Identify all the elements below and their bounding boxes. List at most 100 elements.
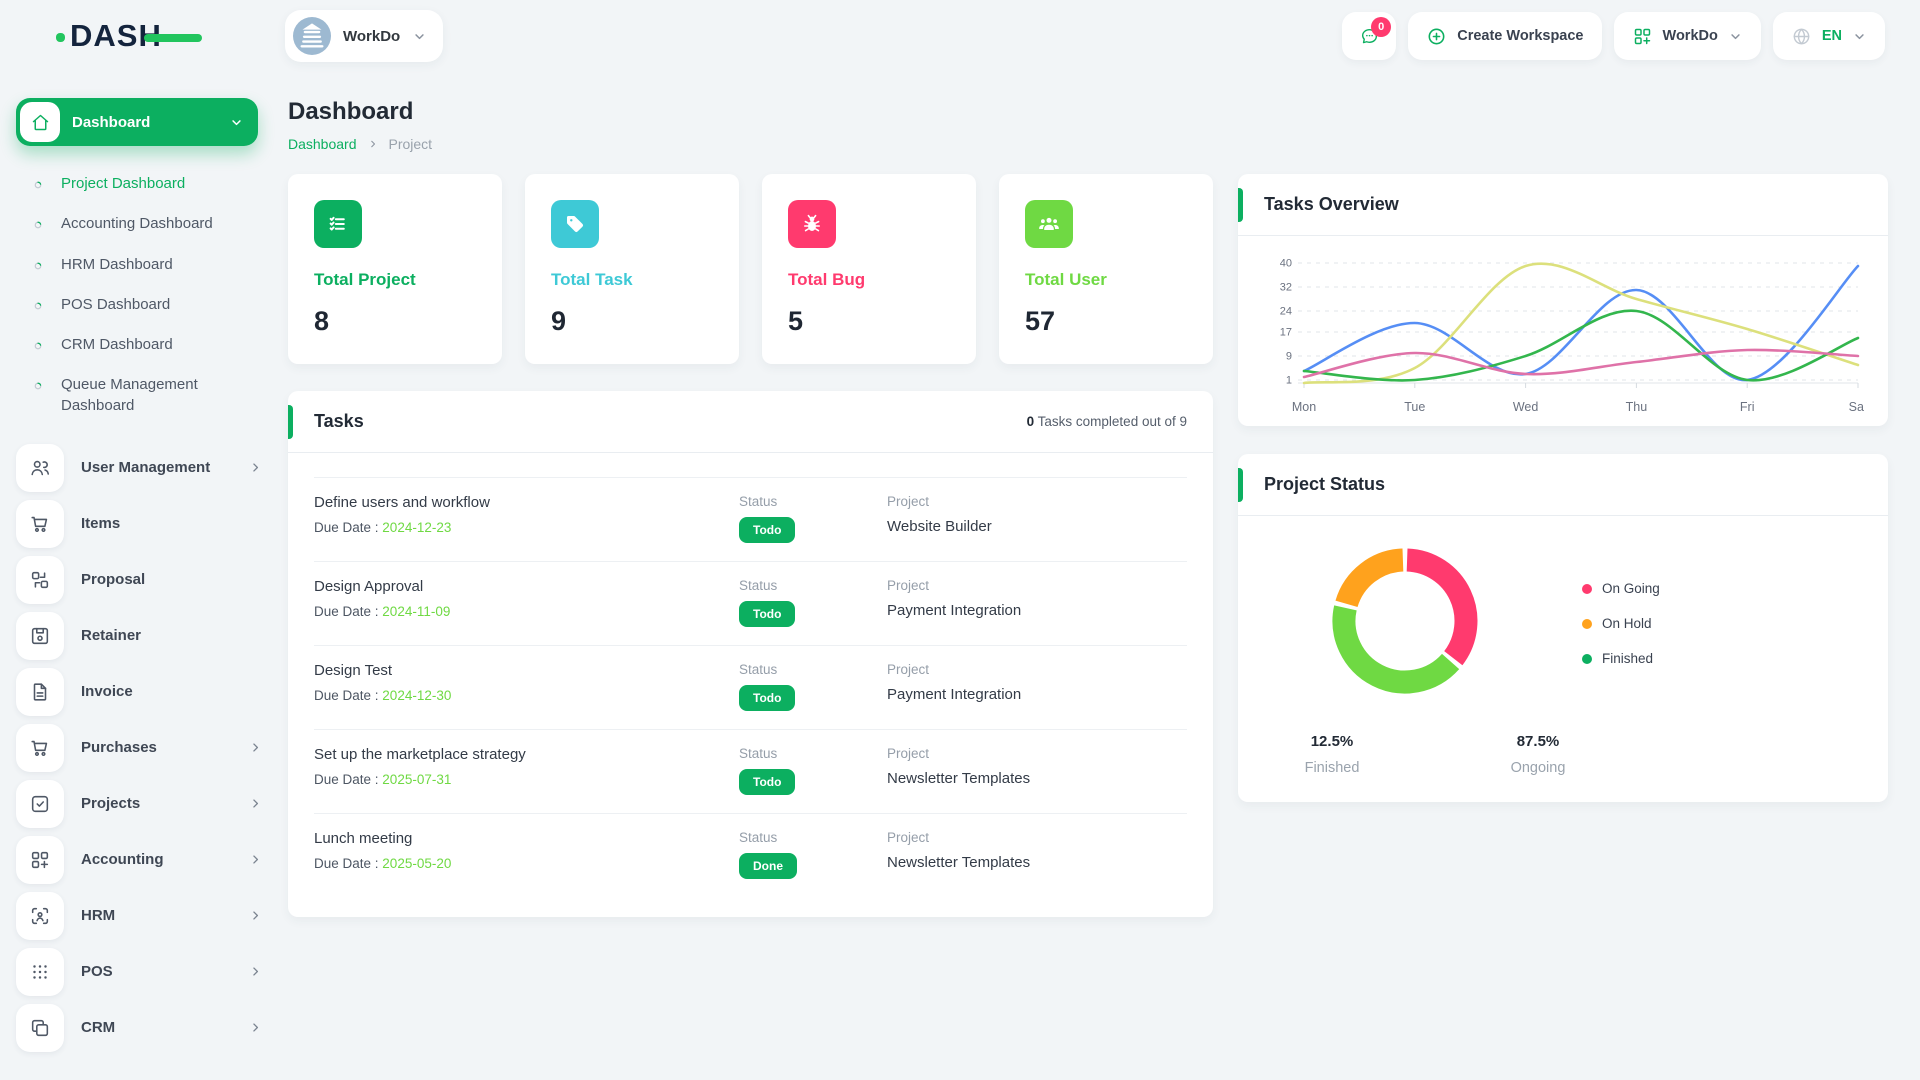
- workspace-name: WorkDo: [343, 27, 401, 45]
- chevron-down-icon: [1852, 29, 1867, 44]
- stat-value: 57: [1025, 306, 1056, 336]
- tasks-title: Tasks: [314, 411, 364, 431]
- accent-bar: [1238, 467, 1243, 502]
- svg-text:24: 24: [1280, 306, 1292, 318]
- project-status-legend: On Going On Hold Finished: [1582, 581, 1660, 666]
- sidebar-subitem-pos-dashboard[interactable]: POS Dashboard: [32, 285, 237, 325]
- sidebar-item-crm[interactable]: CRM: [16, 1003, 264, 1052]
- project-name[interactable]: Website Builder: [887, 518, 992, 535]
- workspace-menu-label: WorkDo: [1662, 28, 1718, 44]
- dots-grid-icon: [16, 947, 64, 996]
- table-row: Define users and workflow Due Date : 2024…: [314, 477, 1187, 561]
- topbar: DASH WorkDo 0 Create Workspace WorkDo EN: [0, 0, 1920, 72]
- sidebar-subitem-hrm-dashboard[interactable]: HRM Dashboard: [32, 245, 237, 285]
- task-due-date: Due Date : 2025-07-31: [314, 772, 452, 787]
- cart-icon: [16, 499, 64, 548]
- stat-card-total-bug: Total Bug 5: [762, 174, 976, 364]
- workspace-switcher[interactable]: WorkDo: [285, 10, 444, 62]
- sidebar-item-invoice[interactable]: Invoice: [16, 667, 264, 716]
- project-name[interactable]: Newsletter Templates: [887, 770, 1031, 787]
- tasks-overview-header: Tasks Overview: [1238, 174, 1888, 236]
- project-name[interactable]: Payment Integration: [887, 602, 1022, 619]
- task-title[interactable]: Set up the marketplace strategy: [314, 746, 526, 763]
- stat-value: 9: [551, 306, 567, 336]
- task-title[interactable]: Design Test: [314, 662, 393, 679]
- project-column-label: Project: [887, 830, 930, 845]
- language-label: EN: [1821, 28, 1842, 44]
- sidebar-item-pos[interactable]: POS: [16, 947, 264, 996]
- tag-icon: [551, 200, 599, 248]
- app-logo[interactable]: DASH: [56, 18, 202, 54]
- svg-text:1: 1: [1286, 375, 1292, 387]
- sidebar-subitem-project-dashboard[interactable]: Project Dashboard: [32, 164, 237, 204]
- svg-text:17: 17: [1280, 327, 1292, 339]
- line-series-pink: [1302, 348, 1860, 379]
- task-title[interactable]: Design Approval: [314, 578, 424, 595]
- svg-text:Mon: Mon: [1292, 400, 1316, 414]
- sidebar-item-projects[interactable]: Projects: [16, 779, 264, 828]
- status-column-label: Status: [739, 494, 778, 509]
- logo-area: DASH: [0, 18, 285, 54]
- breadcrumb-dashboard-link[interactable]: Dashboard: [288, 136, 357, 152]
- chevron-right-icon: [248, 796, 264, 811]
- sidebar-item-dashboard[interactable]: Dashboard: [16, 98, 258, 146]
- line-series-green: [1302, 309, 1860, 382]
- create-workspace-button[interactable]: Create Workspace: [1408, 12, 1602, 60]
- sidebar-subitem-accounting-dashboard[interactable]: Accounting Dashboard: [32, 204, 237, 244]
- stat-card-total-task: Total Task 9: [525, 174, 739, 364]
- table-row: Design Approval Due Date : 2024-11-09 Stat…: [314, 561, 1187, 645]
- bullet-icon: [32, 177, 44, 189]
- floppy-icon: [16, 611, 64, 660]
- sidebar-item-hrm[interactable]: HRM: [16, 891, 264, 940]
- project-name[interactable]: Newsletter Templates: [887, 854, 1031, 871]
- language-selector[interactable]: EN: [1772, 12, 1885, 60]
- status-column-label: Status: [739, 830, 778, 845]
- ongoing-label: Ongoing: [1510, 760, 1566, 776]
- sidebar-item-proposal[interactable]: Proposal: [16, 555, 264, 604]
- sidebar-item-items[interactable]: Items: [16, 499, 264, 548]
- stat-card-total-project: Total Project 8: [288, 174, 502, 364]
- stat-label: Total Bug: [788, 270, 866, 289]
- task-title[interactable]: Lunch meeting: [314, 830, 413, 847]
- tasks-overview-chart: 1 9 17 24 32 40 Mon Tue Wed Thu Fri Sat: [1238, 236, 1888, 425]
- accent-bar: [288, 404, 293, 439]
- svg-text:Fri: Fri: [1740, 400, 1755, 414]
- topbar-actions: 0 Create Workspace WorkDo EN: [1342, 12, 1885, 60]
- sidebar: Dashboard Project Dashboard Accounting Da…: [0, 72, 285, 1052]
- sidebar-subitem-queue-management-dashboard[interactable]: Queue Management Dashboard: [32, 365, 237, 426]
- line-series-blue: [1302, 264, 1860, 382]
- task-title[interactable]: Define users and workflow: [314, 494, 490, 511]
- bullet-icon: [32, 298, 44, 310]
- stat-label: Total Project: [314, 270, 416, 289]
- sidebar-item-user-management[interactable]: User Management: [16, 443, 264, 492]
- logo-dot: [56, 33, 65, 42]
- svg-text:Tue: Tue: [1404, 400, 1425, 414]
- create-workspace-label: Create Workspace: [1457, 28, 1584, 44]
- globe-icon: [1791, 26, 1812, 47]
- messages-badge: 0: [1371, 17, 1392, 37]
- bullet-icon: [32, 217, 44, 229]
- project-column-label: Project: [887, 578, 930, 593]
- project-name[interactable]: Payment Integration: [887, 686, 1022, 703]
- chevron-right-icon: [367, 138, 379, 150]
- sidebar-item-accounting[interactable]: Accounting: [16, 835, 264, 884]
- checklist-icon: [314, 200, 362, 248]
- tasks-card: Tasks 0 Tasks completed out of 9 Define …: [288, 391, 1213, 917]
- svg-text:Thu: Thu: [1626, 400, 1648, 414]
- tasks-completed-count: 0: [1026, 414, 1035, 429]
- donut-slice-finished: [1332, 605, 1460, 694]
- status-column-label: Status: [739, 746, 778, 761]
- dashboard-submenu: Project Dashboard Accounting Dashboard HRM…: [16, 146, 285, 434]
- sidebar-subitem-crm-dashboard[interactable]: CRM Dashboard: [32, 325, 237, 365]
- sidebar-item-retainer[interactable]: Retainer: [16, 611, 264, 660]
- ongoing-stat: 87.5% Ongoing: [1490, 733, 1586, 776]
- sidebar-item-purchases[interactable]: Purchases: [16, 723, 264, 772]
- table-row: Set up the marketplace strategy Due Date …: [314, 729, 1187, 813]
- chevron-down-icon: [1728, 29, 1743, 44]
- messages-button[interactable]: 0: [1342, 12, 1397, 60]
- swap-grid-icon: [16, 555, 64, 604]
- table-row: Design Test Due Date : 2024-12-30 Status To…: [314, 645, 1187, 729]
- project-column-label: Project: [887, 662, 930, 677]
- workspace-menu-button[interactable]: WorkDo: [1613, 12, 1761, 60]
- project-status-donut: [1320, 536, 1490, 711]
